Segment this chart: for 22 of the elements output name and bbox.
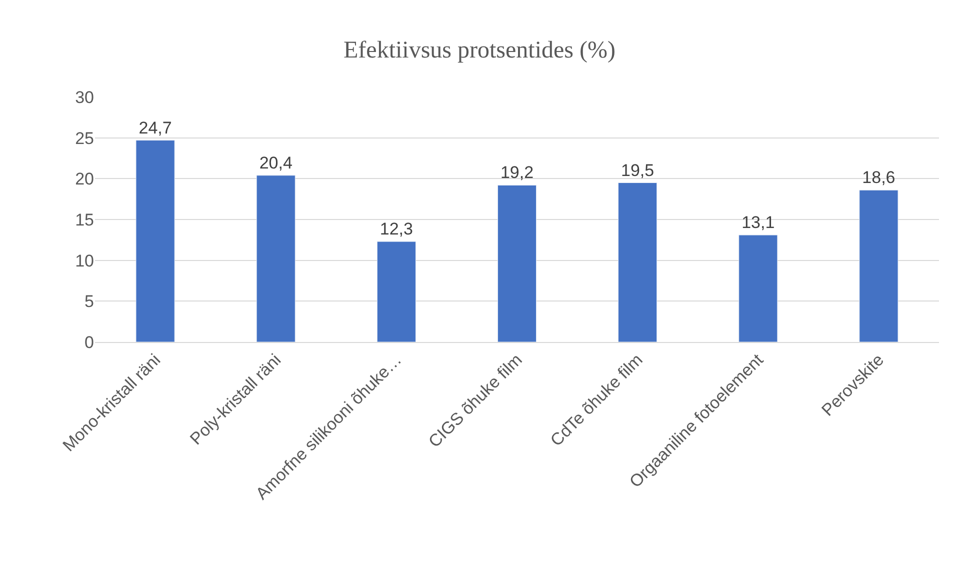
bar: [618, 182, 658, 342]
y-tick-label: 10: [75, 251, 94, 270]
y-tick-label: 15: [75, 210, 94, 230]
data-label: 18,6: [862, 168, 896, 188]
bar: [256, 175, 296, 342]
y-tick-label: 25: [75, 128, 94, 148]
chart-title: Efektiivsus protsentides (%): [344, 38, 616, 64]
data-label: 20,4: [259, 153, 292, 172]
bar: [376, 241, 416, 342]
y-tick-label: 0: [84, 332, 94, 352]
y-tick-label: 20: [75, 170, 94, 189]
data-label: 24,7: [138, 118, 172, 138]
bar: [859, 190, 898, 342]
data-label: 13,1: [742, 213, 775, 232]
bar: [497, 184, 537, 342]
bar: [738, 234, 778, 342]
y-tick-label: 30: [75, 88, 94, 107]
data-label: 19,2: [500, 163, 534, 182]
data-label: 12,3: [380, 220, 413, 239]
data-label: 19,5: [621, 160, 654, 180]
bar: [136, 140, 175, 342]
y-tick-label: 5: [84, 292, 94, 312]
